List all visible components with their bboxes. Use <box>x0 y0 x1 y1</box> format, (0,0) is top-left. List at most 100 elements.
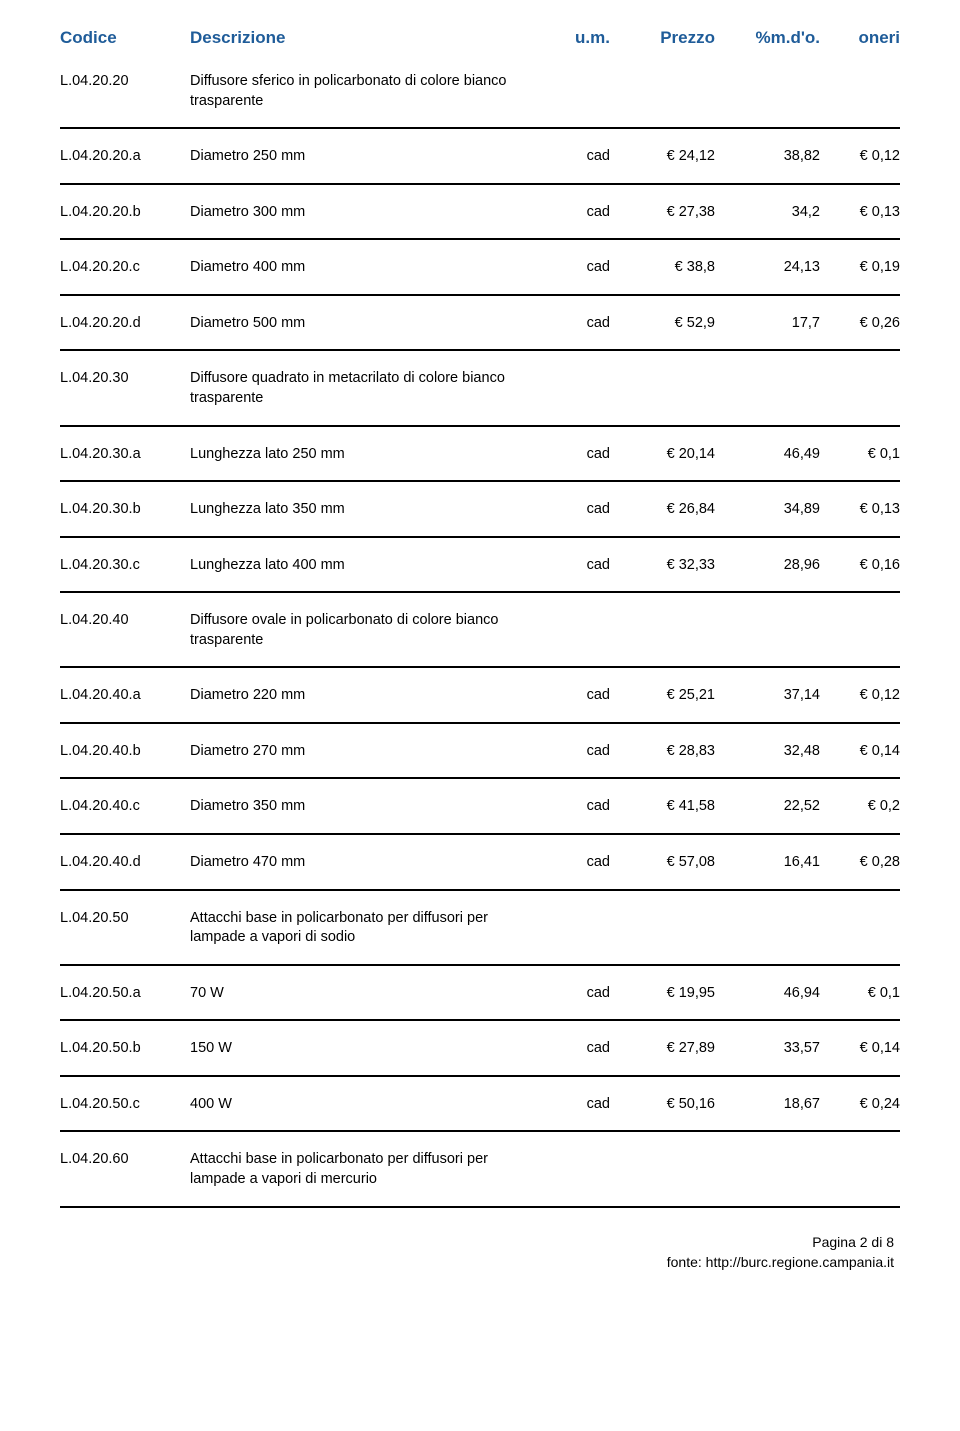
cell-prezzo: € 38,8 <box>610 258 715 275</box>
cell-mdo <box>715 1150 820 1151</box>
cell-um: cad <box>540 445 610 462</box>
cell-desc: Diametro 300 mm <box>190 203 540 223</box>
header-codice: Codice <box>60 28 190 48</box>
cell-desc: Lunghezza lato 250 mm <box>190 445 540 465</box>
cell-code: L.04.20.40.b <box>60 742 190 759</box>
cell-prezzo: € 41,58 <box>610 797 715 814</box>
cell-um: cad <box>540 984 610 1001</box>
cell-oneri: € 0,12 <box>820 686 900 703</box>
table-row: L.04.20.20.bDiametro 300 mmcad€ 27,3834,… <box>60 185 900 241</box>
cell-oneri <box>820 1150 900 1151</box>
cell-code: L.04.20.50.a <box>60 984 190 1001</box>
cell-um: cad <box>540 147 610 164</box>
cell-prezzo <box>610 611 715 612</box>
cell-desc: Diametro 500 mm <box>190 314 540 334</box>
cell-prezzo: € 52,9 <box>610 314 715 331</box>
cell-desc: Diffusore ovale in policarbonato di colo… <box>190 611 540 650</box>
header-oneri: oneri <box>820 28 900 48</box>
table-row: L.04.20.40.dDiametro 470 mmcad€ 57,0816,… <box>60 835 900 891</box>
cell-mdo: 32,48 <box>715 742 820 759</box>
cell-mdo <box>715 909 820 910</box>
cell-prezzo: € 19,95 <box>610 984 715 1001</box>
cell-oneri: € 0,16 <box>820 556 900 573</box>
cell-um: cad <box>540 203 610 220</box>
cell-code: L.04.20.20.a <box>60 147 190 164</box>
cell-mdo: 38,82 <box>715 147 820 164</box>
cell-oneri: € 0,14 <box>820 1039 900 1056</box>
cell-prezzo <box>610 1150 715 1151</box>
cell-code: L.04.20.50.c <box>60 1095 190 1112</box>
cell-oneri: € 0,24 <box>820 1095 900 1112</box>
cell-prezzo: € 24,12 <box>610 147 715 164</box>
table-row: L.04.20.30Diffusore quadrato in metacril… <box>60 351 900 426</box>
cell-code: L.04.20.50.b <box>60 1039 190 1056</box>
table-row: L.04.20.20Diffusore sferico in policarbo… <box>60 54 900 129</box>
cell-mdo: 46,49 <box>715 445 820 462</box>
cell-desc: 400 W <box>190 1095 540 1115</box>
cell-prezzo: € 50,16 <box>610 1095 715 1112</box>
cell-oneri <box>820 611 900 612</box>
cell-mdo <box>715 72 820 73</box>
cell-desc: Lunghezza lato 400 mm <box>190 556 540 576</box>
cell-code: L.04.20.20.c <box>60 258 190 275</box>
cell-desc: Attacchi base in policarbonato per diffu… <box>190 909 540 948</box>
cell-um <box>540 72 610 73</box>
cell-oneri: € 0,1 <box>820 984 900 1001</box>
table-row: L.04.20.40.cDiametro 350 mmcad€ 41,5822,… <box>60 779 900 835</box>
cell-um: cad <box>540 686 610 703</box>
cell-oneri <box>820 72 900 73</box>
cell-oneri: € 0,1 <box>820 445 900 462</box>
cell-prezzo <box>610 909 715 910</box>
header-mdo: %m.d'o. <box>715 28 820 48</box>
cell-um <box>540 909 610 910</box>
cell-mdo: 28,96 <box>715 556 820 573</box>
cell-prezzo: € 32,33 <box>610 556 715 573</box>
cell-um: cad <box>540 500 610 517</box>
cell-mdo: 22,52 <box>715 797 820 814</box>
cell-mdo <box>715 611 820 612</box>
cell-code: L.04.20.20 <box>60 72 190 89</box>
table-row: L.04.20.20.aDiametro 250 mmcad€ 24,1238,… <box>60 129 900 185</box>
cell-mdo: 37,14 <box>715 686 820 703</box>
cell-prezzo: € 27,89 <box>610 1039 715 1056</box>
cell-oneri <box>820 909 900 910</box>
cell-um: cad <box>540 556 610 573</box>
header-descrizione: Descrizione <box>190 28 540 48</box>
table-body: L.04.20.20Diffusore sferico in policarbo… <box>60 54 900 1208</box>
cell-prezzo: € 57,08 <box>610 853 715 870</box>
cell-prezzo <box>610 369 715 370</box>
cell-code: L.04.20.30 <box>60 369 190 386</box>
cell-prezzo <box>610 72 715 73</box>
cell-code: L.04.20.40 <box>60 611 190 628</box>
table-row: L.04.20.50.a70 Wcad€ 19,9546,94€ 0,1 <box>60 966 900 1022</box>
table-row: L.04.20.40.aDiametro 220 mmcad€ 25,2137,… <box>60 668 900 724</box>
table-row: L.04.20.60Attacchi base in policarbonato… <box>60 1132 900 1207</box>
cell-um: cad <box>540 853 610 870</box>
cell-code: L.04.20.30.b <box>60 500 190 517</box>
header-um: u.m. <box>540 28 610 48</box>
cell-mdo: 34,2 <box>715 203 820 220</box>
table-row: L.04.20.40.bDiametro 270 mmcad€ 28,8332,… <box>60 724 900 780</box>
cell-desc: Diametro 400 mm <box>190 258 540 278</box>
cell-um <box>540 611 610 612</box>
table-row: L.04.20.50Attacchi base in policarbonato… <box>60 891 900 966</box>
cell-um: cad <box>540 742 610 759</box>
cell-prezzo: € 26,84 <box>610 500 715 517</box>
cell-desc: Diametro 470 mm <box>190 853 540 873</box>
cell-prezzo: € 20,14 <box>610 445 715 462</box>
cell-um: cad <box>540 258 610 275</box>
cell-oneri: € 0,28 <box>820 853 900 870</box>
cell-oneri: € 0,14 <box>820 742 900 759</box>
cell-code: L.04.20.30.a <box>60 445 190 462</box>
cell-oneri: € 0,19 <box>820 258 900 275</box>
page-footer: Pagina 2 di 8 fonte: http://burc.regione… <box>60 1232 900 1273</box>
cell-prezzo: € 25,21 <box>610 686 715 703</box>
cell-oneri: € 0,26 <box>820 314 900 331</box>
price-table-page: Codice Descrizione u.m. Prezzo %m.d'o. o… <box>0 0 960 1292</box>
cell-mdo: 34,89 <box>715 500 820 517</box>
cell-code: L.04.20.50 <box>60 909 190 926</box>
cell-desc: Attacchi base in policarbonato per diffu… <box>190 1150 540 1189</box>
cell-code: L.04.20.40.a <box>60 686 190 703</box>
footer-fonte: fonte: http://burc.regione.campania.it <box>60 1252 894 1272</box>
cell-mdo: 18,67 <box>715 1095 820 1112</box>
